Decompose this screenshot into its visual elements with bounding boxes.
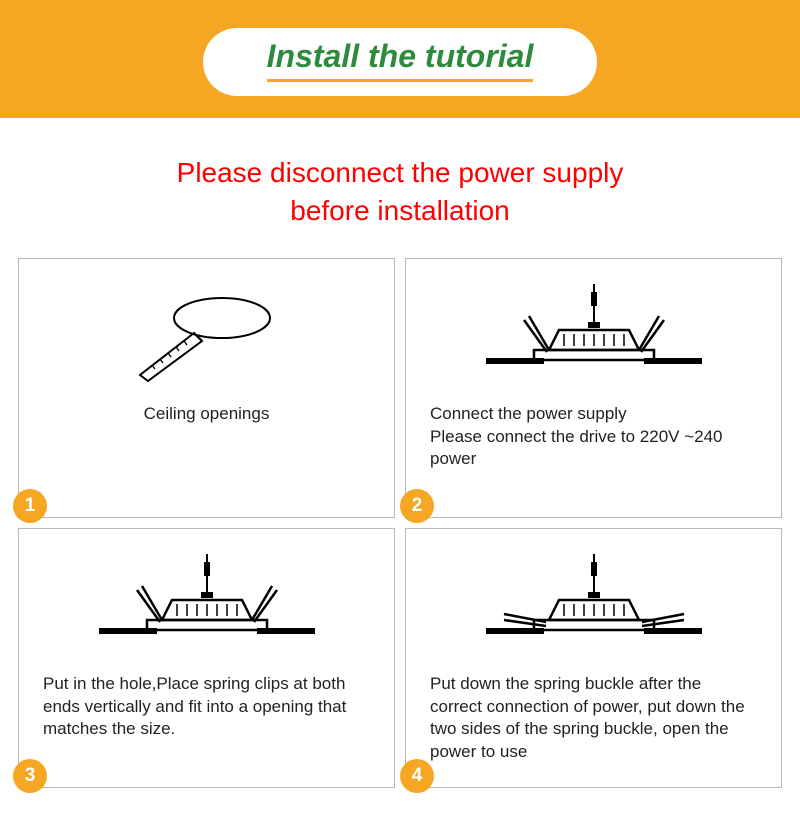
step-cell-3: Put in the hole,Place spring clips at bo… [18,528,395,788]
warning-text: Please disconnect the power supply befor… [0,118,800,258]
diagram-light-clips-up [424,273,763,403]
diagram-hole-saw [37,273,376,403]
diagram-light-clips-up [37,543,376,673]
warning-line2: before installation [290,195,509,226]
step-badge: 2 [400,489,434,523]
downlight-clips-up-icon [77,548,337,668]
title-underline [267,79,534,82]
step-badge: 1 [13,489,47,523]
header-band: Install the tutorial [0,0,800,118]
step-cell-1: Ceiling openings 1 [18,258,395,518]
step-cell-4: Put down the spring buckle after the cor… [405,528,782,788]
diagram-light-clips-down [424,543,763,673]
downlight-clips-up-icon [464,278,724,398]
step-caption: Connect the power supplyPlease connect t… [424,403,763,472]
hole-saw-icon [122,283,292,393]
step-cell-2: Connect the power supplyPlease connect t… [405,258,782,518]
warning-line1: Please disconnect the power supply [177,157,624,188]
page-title: Install the tutorial [267,38,534,75]
title-pill: Install the tutorial [203,28,598,96]
downlight-clips-down-icon [464,548,724,668]
step-badge: 4 [400,759,434,793]
steps-grid: Ceiling openings 1 [0,258,800,806]
step-badge: 3 [13,759,47,793]
step-caption: Put down the spring buckle after the cor… [424,673,763,765]
step-caption: Put in the hole,Place spring clips at bo… [37,673,376,742]
step-caption: Ceiling openings [37,403,376,426]
